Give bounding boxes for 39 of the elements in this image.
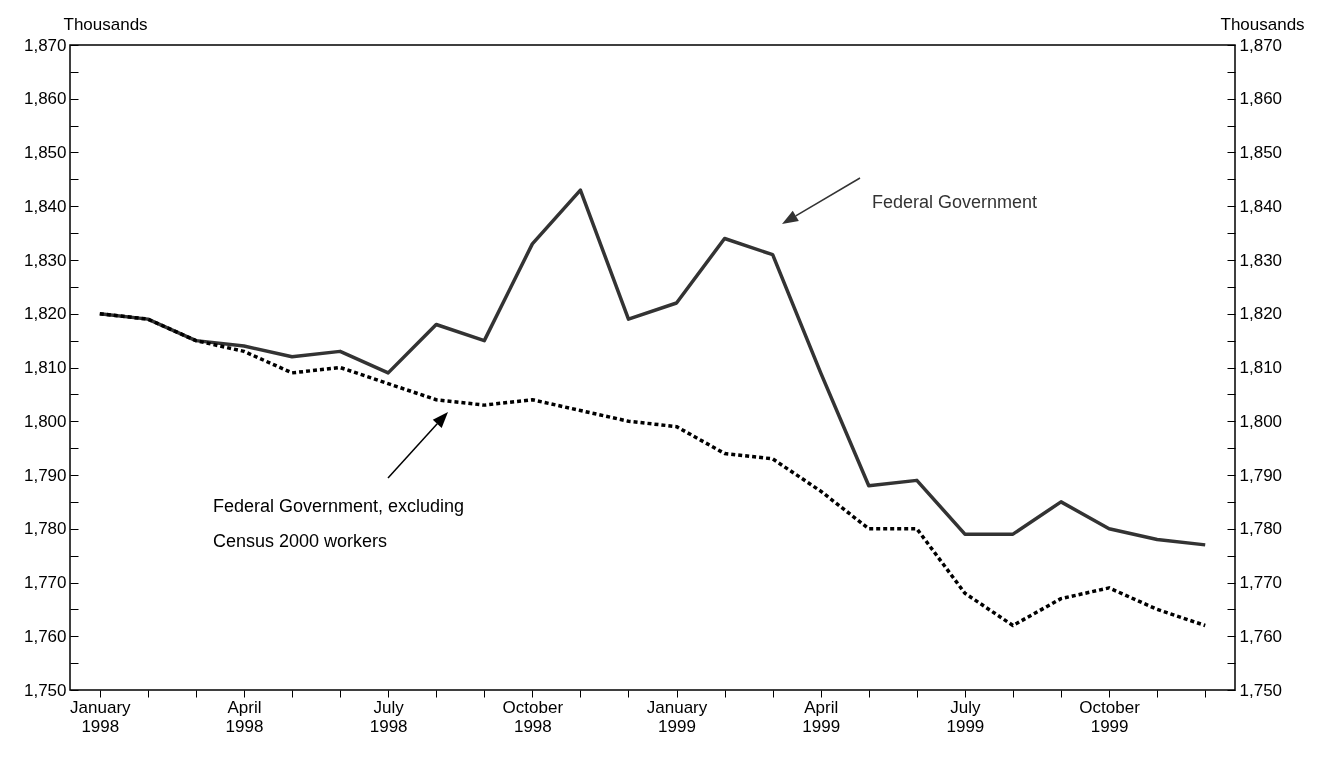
y-tick-label: 1,870 xyxy=(23,35,67,55)
y2-tick-label: 1,790 xyxy=(1239,465,1283,485)
y2-tick-label: 1,860 xyxy=(1239,89,1283,109)
y-axis-title: Thousands xyxy=(63,14,148,34)
y-tick-label: 1,810 xyxy=(23,358,67,377)
y2-axis-title: Thousands xyxy=(1220,14,1305,34)
y-tick-label: 1,750 xyxy=(23,680,67,700)
x-tick-label: April 1998 xyxy=(225,697,264,736)
y-tick-label: 1,790 xyxy=(23,465,67,485)
x-tick-label: July 1999 xyxy=(946,697,985,736)
y2-tick-label: 1,810 xyxy=(1239,358,1283,377)
x-tick-label: April 1999 xyxy=(802,697,841,736)
y-tick-label: 1,770 xyxy=(23,573,67,592)
y-tick-label: 1,780 xyxy=(23,519,67,539)
x-tick-label: October 1998 xyxy=(502,697,564,736)
y-tick-label: 1,840 xyxy=(23,196,67,216)
y-tick-label: 1,820 xyxy=(23,304,67,324)
y2-tick-label: 1,760 xyxy=(1239,626,1283,646)
legend-label: Federal Government xyxy=(872,192,1038,212)
y2-tick-label: 1,780 xyxy=(1239,519,1283,539)
text: Federal Government, excluding Census 2000 workers xyxy=(213,496,465,551)
y-tick-label: 1,860 xyxy=(23,89,67,109)
y2-tick-label: 1,840 xyxy=(1239,196,1283,216)
y2-tick-label: 1,830 xyxy=(1239,250,1283,270)
x-tick-label: January 1998 xyxy=(70,697,132,736)
y-tick-label: 1,830 xyxy=(23,250,67,270)
x-tick-label: October 1999 xyxy=(1079,697,1141,736)
line-series xyxy=(98,312,1207,628)
y-tick-label: 1,850 xyxy=(23,143,67,162)
y2-tick-label: 1,800 xyxy=(1239,411,1283,431)
y2-tick-label: 1,820 xyxy=(1239,304,1283,324)
y2-tick-label: 1,750 xyxy=(1239,680,1283,700)
y2-tick-label: 1,770 xyxy=(1239,573,1283,592)
y-tick-label: 1,800 xyxy=(23,411,67,431)
x-tick-label: July 1998 xyxy=(369,697,408,736)
y-tick-label: 1,760 xyxy=(23,626,67,646)
y2-tick-label: 1,870 xyxy=(1239,35,1283,55)
x-tick-label: January 1999 xyxy=(646,697,708,736)
y2-tick-label: 1,850 xyxy=(1239,143,1283,162)
